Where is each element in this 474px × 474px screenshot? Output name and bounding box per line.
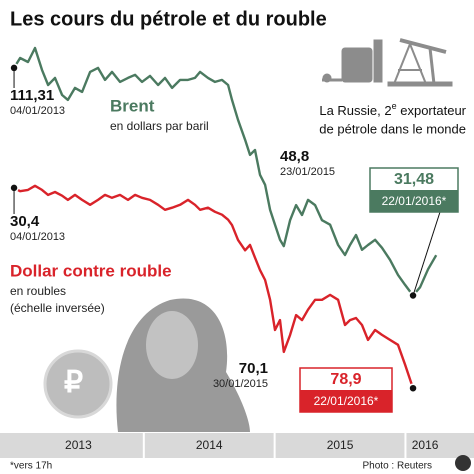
note: de pétrole dans le monde <box>319 121 466 136</box>
annotation-value: 78,9 <box>330 371 361 388</box>
annotation-date: 04/01/2013 <box>10 231 65 243</box>
x-tick-label: 2014 <box>196 438 223 452</box>
note-text: La Russie, 2 <box>319 103 391 118</box>
annotation-box <box>370 190 458 212</box>
legend-label: Dollar contre rouble <box>10 261 172 280</box>
annotation-date: 22/01/2016* <box>314 394 379 408</box>
series-line <box>12 46 438 297</box>
annotation-date: 30/01/2015 <box>213 378 268 390</box>
legend-sublabel: en roubles <box>10 284 66 298</box>
annotation-date: 22/01/2016* <box>382 194 447 208</box>
note-text: exportateur <box>397 103 467 118</box>
ruble-symbol: ₽ <box>64 366 83 399</box>
annotation-value: 31,48 <box>394 171 434 188</box>
footnote: *vers 17h <box>10 461 52 472</box>
annotation-box <box>300 390 392 412</box>
portrait-face <box>146 311 198 379</box>
annotation-date: 23/01/2015 <box>280 166 335 178</box>
legend-sublabel: en dollars par baril <box>110 119 209 133</box>
x-tick-label: 2015 <box>327 438 354 452</box>
annotation-value: 111,31 <box>10 87 54 104</box>
annotation-date: 04/01/2013 <box>10 105 65 117</box>
x-axis-band <box>0 433 474 458</box>
legend-label: Brent <box>110 96 155 115</box>
note: La Russie, 2e exportateur <box>319 101 466 118</box>
series-line <box>13 184 415 389</box>
annotation-value: 48,8 <box>280 148 309 165</box>
note-sup: e <box>392 101 397 111</box>
x-tick-label: 2013 <box>65 438 92 452</box>
highlight-point <box>408 383 418 393</box>
annotation-value: 70,1 <box>239 360 268 377</box>
chart-title: Les cours du pétrole et du rouble <box>10 8 327 30</box>
leader-line <box>412 211 441 296</box>
credit: Photo : Reuters <box>363 461 432 472</box>
ruble-coin <box>43 349 113 419</box>
x-tick-label: 2016 <box>412 438 439 452</box>
legend-sublabel: (échelle inversée) <box>10 301 105 315</box>
oil-icon <box>322 38 453 87</box>
annotation-value: 30,4 <box>10 213 40 230</box>
logo <box>455 455 471 471</box>
